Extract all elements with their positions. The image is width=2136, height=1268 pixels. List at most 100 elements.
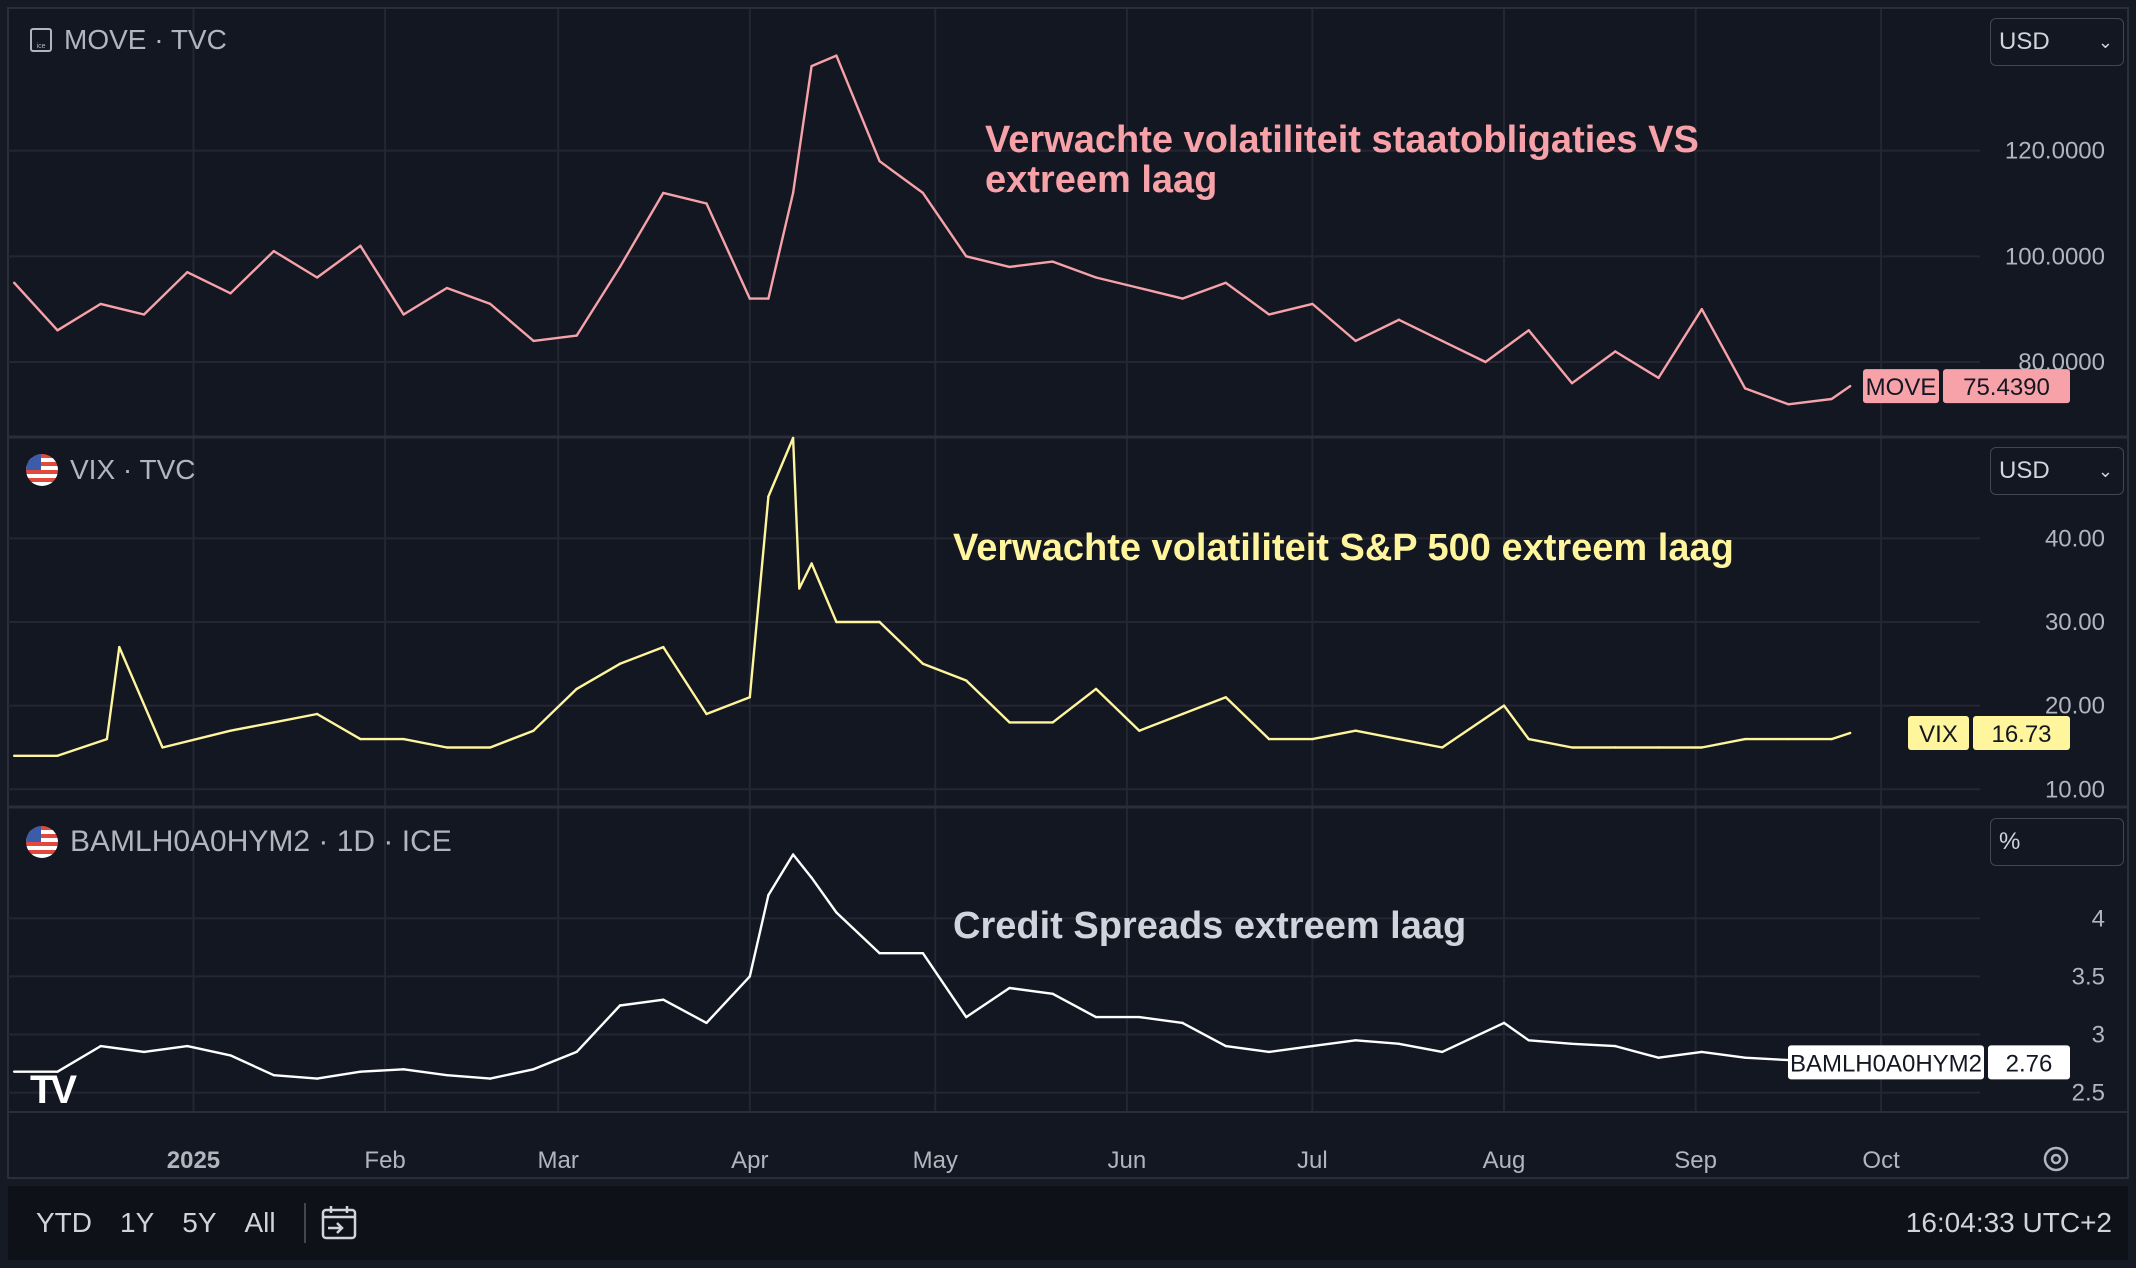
data-point [1354,1039,1357,1042]
data-point [229,292,232,295]
data-point [1527,737,1530,741]
data-point [1181,297,1184,300]
data-point [488,746,492,749]
data-point [791,436,795,440]
data-point [1440,1050,1444,1054]
data-point [810,64,813,68]
data-point [1657,746,1660,749]
data-point [488,1077,492,1080]
badge-value-box [1943,369,2070,404]
data-point [1008,721,1011,724]
data-point [359,1070,362,1073]
pane-2-currency-label: USD [1999,457,2050,484]
data-point [575,1050,578,1054]
x-tick-label: Jun [1108,1147,1147,1174]
data-point [1354,339,1357,343]
badge-value: 75.4390 [1963,374,2050,401]
data-point [1138,729,1141,732]
data-point [705,1021,708,1025]
gear-hub [2050,1153,2062,1165]
tradingview-logo-icon[interactable]: TV [30,1068,77,1112]
clock-readout[interactable]: 16:04:33 UTC+2 [1905,1207,2112,1238]
data-point [921,191,925,195]
pane-1-title[interactable]: ice MOVE · TVC [30,24,227,56]
data-point [1830,397,1833,401]
pane-1-last-value-badge: MOVE 75.4390 [1863,369,2070,404]
x-tick-label: Apr [731,1147,768,1174]
data-point [767,893,770,897]
data-point [1657,1056,1660,1059]
data-point [662,645,665,649]
y-tick-label: 4 [2092,905,2105,932]
data-point [1700,1050,1704,1054]
data-point [445,746,449,749]
data-point [1267,737,1271,741]
range-1y-button[interactable]: 1Y [120,1207,155,1238]
us-flag-icon [26,454,58,486]
data-point [1700,307,1704,311]
data-point [618,265,622,269]
x-tick-label: Sep [1674,1147,1717,1174]
pane-2-title[interactable]: VIX · TVC [26,454,196,486]
range-5y-button[interactable]: 5Y [182,1207,217,1238]
data-point [1311,302,1314,306]
data-point [99,302,102,306]
bottom-toolbar: YTD 1Y 5Y All 16:04:33 UTC+2 [8,1186,2128,1260]
data-point [618,662,622,666]
data-point [1570,1042,1574,1045]
pane-3-plot: 4 3.5 3 2.5 [8,853,2105,1107]
y-tick-label: 10.00 [2045,776,2105,803]
data-point [878,951,881,955]
data-point [791,191,795,195]
pane-1-symbol: MOVE · TVC [64,24,227,55]
badge-name: VIX [1919,721,1958,748]
data-point [1138,1015,1141,1019]
badge-value-box [1973,715,2070,750]
data-point [229,1054,232,1057]
data-point [705,202,708,205]
data-point [748,696,752,699]
badge-name-box [1788,1045,1984,1080]
pane-3-title[interactable]: BAMLH0A0HYM2 · 1D · ICE [26,825,452,859]
y-tick-label: 40.00 [2045,525,2105,552]
data-point [1397,318,1401,321]
y-tick-label: 2.5 [2072,1080,2105,1107]
data-point [56,329,59,332]
data-point [835,911,838,914]
data-point [12,281,16,284]
data-point [186,270,189,274]
data-point [767,297,770,300]
chevron-down-icon: ⌄ [2097,31,2113,52]
badge-value: 2.76 [2006,1050,2053,1077]
data-point [964,679,968,682]
data-point [1848,731,1852,735]
pane-2-currency-select[interactable]: USD ⌄ [1990,447,2124,495]
data-point [1440,746,1444,749]
data-point [1440,339,1444,343]
pane-1-currency-select[interactable]: USD ⌄ [1990,18,2124,66]
data-point [1051,721,1054,724]
range-all-button[interactable]: All [244,1207,276,1238]
go-to-date-icon[interactable] [320,1205,360,1241]
data-point [662,998,665,1001]
data-point [1397,1042,1401,1045]
data-point [1354,729,1357,732]
data-point [1614,350,1617,353]
data-point [798,587,801,590]
data-point [1848,384,1852,388]
data-point [1138,286,1141,290]
settings-gear-icon[interactable] [2043,1146,2069,1172]
data-point [272,249,276,253]
us-flag-icon [26,826,58,858]
gear-ring [2043,1146,2069,1172]
range-ytd-button[interactable]: YTD [36,1207,92,1238]
data-point [1743,737,1747,741]
pane-3-unit-select[interactable]: % [1990,818,2124,866]
chart-canvas[interactable]: 120.0000100.000080.000040.0030.0020.0010… [0,0,2136,1186]
data-point [142,313,146,316]
chevron-down-icon: ⌄ [2097,460,2113,481]
data-point [402,1068,405,1071]
data-point [1743,1056,1747,1059]
data-point [1527,329,1530,332]
badge-value: 16.73 [1991,721,2051,748]
